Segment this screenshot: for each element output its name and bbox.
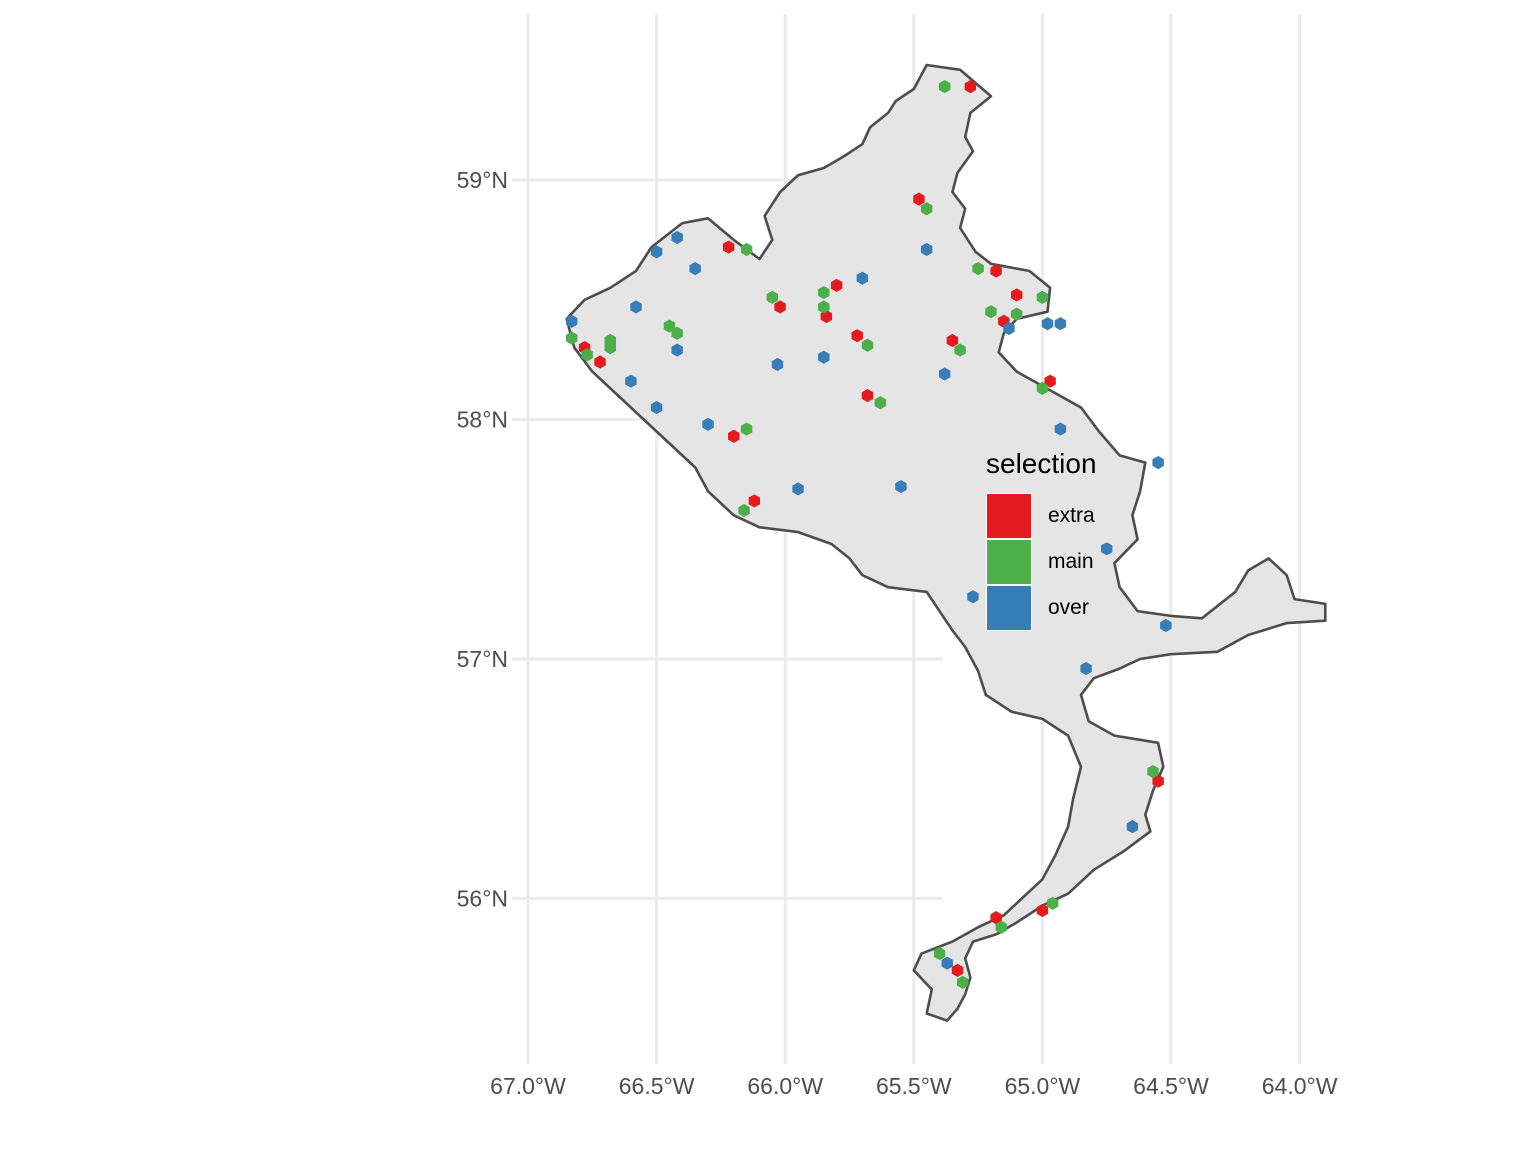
point-extra-1 — [913, 192, 925, 206]
point-main-5 — [818, 285, 830, 300]
point-main-21 — [738, 503, 750, 518]
x-tick-label-6: 64.0°W — [1262, 1073, 1338, 1099]
point-main-10 — [663, 319, 676, 333]
legend-item-extra: extra — [986, 493, 1186, 539]
point-main-15 — [861, 338, 874, 352]
point-over-21 — [1100, 542, 1113, 556]
legend-swatch-extra — [986, 493, 1032, 539]
point-over-9 — [1003, 321, 1015, 336]
point-extra-6 — [774, 300, 786, 314]
point-over-8 — [1054, 317, 1067, 331]
point-main-3 — [972, 262, 984, 276]
point-main-8 — [985, 305, 997, 319]
point-over-1 — [650, 245, 663, 259]
point-extra-19 — [1036, 903, 1049, 918]
point-main-24 — [995, 920, 1007, 934]
point-main-18 — [1036, 381, 1049, 395]
point-main-22 — [1147, 764, 1159, 779]
x-tick-label-4: 65.0°W — [1005, 1073, 1081, 1099]
legend: selection extra main over — [986, 448, 1186, 631]
point-over-4 — [856, 271, 869, 285]
point-extra-9 — [851, 329, 863, 343]
point-over-11 — [818, 350, 830, 364]
x-tick-label-2: 66.0°W — [747, 1073, 823, 1099]
point-over-6 — [566, 314, 578, 328]
point-main-2 — [740, 242, 753, 257]
point-extra-10 — [946, 333, 959, 348]
point-over-19 — [895, 479, 907, 494]
legend-title: selection — [986, 448, 1097, 479]
y-tick-label-2: 58°N — [457, 407, 508, 433]
point-extra-12 — [594, 355, 606, 369]
point-over-10 — [671, 343, 683, 357]
point-main-9 — [1010, 307, 1023, 321]
point-main-11 — [671, 326, 683, 340]
point-over-23 — [1160, 618, 1172, 633]
y-tick-label-0: 56°N — [457, 886, 508, 912]
point-main-23 — [1046, 896, 1059, 910]
point-main-0 — [938, 79, 951, 94]
point-over-14 — [625, 374, 637, 388]
x-tick-label-5: 64.5°W — [1133, 1073, 1209, 1099]
legend-item-over: over — [986, 585, 1186, 631]
point-over-2 — [920, 242, 933, 257]
point-over-26 — [941, 956, 953, 970]
point-over-25 — [1126, 820, 1139, 834]
axis-labels: 67.0°W 66.5°W 66.0°W 65.5°W 65.0°W 64.5°W 64.0… — [457, 167, 1338, 1099]
legend-swatch-over — [986, 585, 1032, 631]
point-main-14 — [604, 341, 617, 355]
point-extra-5 — [1010, 288, 1023, 302]
point-over-0 — [671, 230, 683, 245]
point-over-12 — [771, 357, 784, 372]
point-main-19 — [874, 396, 887, 410]
point-extra-16 — [748, 494, 761, 508]
point-main-26 — [956, 975, 969, 989]
point-main-17 — [581, 348, 593, 362]
point-over-3 — [689, 262, 701, 276]
point-main-4 — [766, 290, 779, 304]
point-main-6 — [1036, 290, 1049, 304]
point-over-5 — [630, 300, 642, 314]
point-over-24 — [1080, 661, 1092, 676]
point-main-20 — [740, 422, 753, 436]
legend-label-main: main — [1048, 550, 1094, 573]
region-layer — [565, 63, 1327, 1022]
point-over-20 — [792, 482, 804, 496]
x-tick-label-0: 67.0°W — [490, 1073, 566, 1099]
point-extra-18 — [990, 911, 1002, 925]
legend-label-extra: extra — [1048, 504, 1095, 527]
point-extra-2 — [722, 240, 735, 254]
point-over-16 — [702, 417, 714, 431]
point-over-7 — [1041, 317, 1054, 331]
point-extra-4 — [830, 278, 843, 292]
point-over-18 — [1152, 456, 1164, 470]
x-tick-label-1: 66.5°W — [619, 1073, 695, 1099]
study-region — [565, 63, 1327, 1022]
point-extra-3 — [990, 264, 1002, 278]
point-main-7 — [818, 300, 830, 314]
point-main-12 — [566, 331, 578, 345]
points-layer — [566, 79, 1172, 989]
point-over-17 — [1054, 422, 1067, 436]
point-main-25 — [933, 946, 946, 961]
point-extra-17 — [1152, 774, 1164, 788]
point-main-1 — [920, 202, 933, 216]
x-tick-label-3: 65.5°W — [876, 1073, 952, 1099]
point-over-22 — [967, 590, 979, 604]
y-tick-label-3: 59°N — [457, 167, 508, 193]
point-over-13 — [938, 367, 951, 381]
point-extra-13 — [1044, 374, 1056, 388]
point-extra-20 — [951, 963, 964, 977]
y-tick-label-1: 57°N — [457, 646, 508, 672]
legend-swatch-main — [986, 539, 1032, 585]
point-main-16 — [954, 343, 966, 357]
point-extra-15 — [728, 429, 740, 443]
point-extra-0 — [964, 79, 977, 94]
legend-label-over: over — [1048, 596, 1089, 619]
point-over-15 — [650, 400, 663, 415]
point-extra-14 — [861, 388, 874, 403]
legend-item-main: main — [986, 539, 1186, 585]
